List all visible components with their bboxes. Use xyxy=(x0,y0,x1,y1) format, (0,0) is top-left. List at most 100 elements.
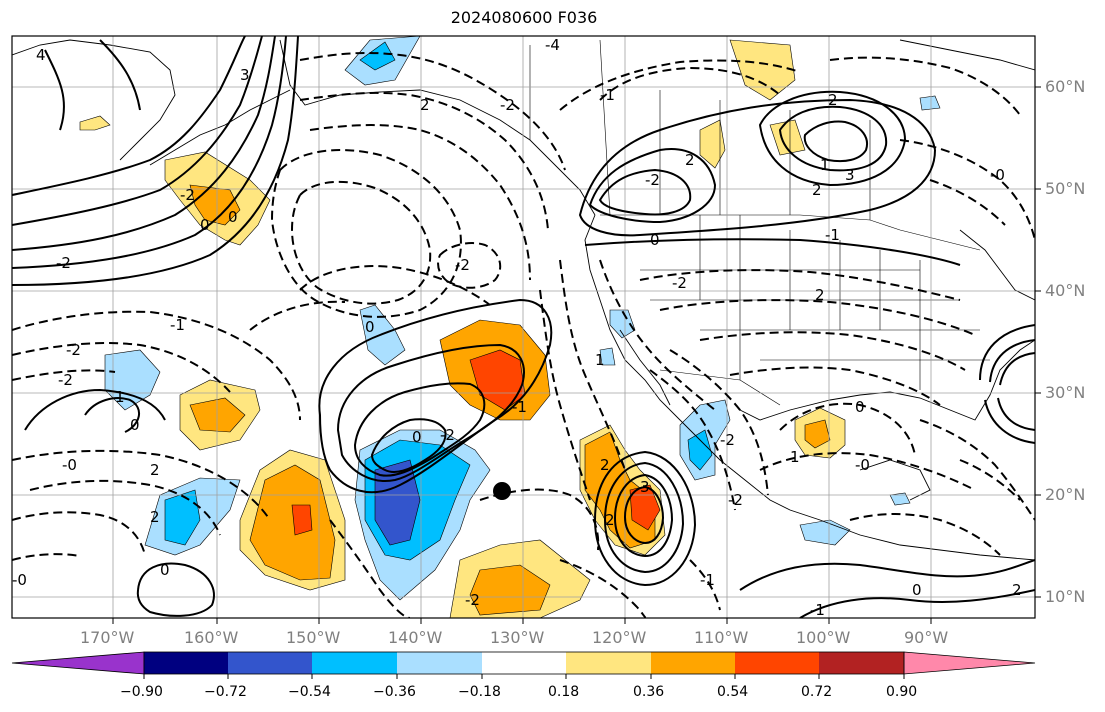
colorbar-tick-label: 0.36 xyxy=(633,684,665,700)
coastlines xyxy=(12,39,1035,561)
contour-solid-canada-ridge-3 xyxy=(598,168,692,216)
contour-solid-subtropic-4 xyxy=(370,418,447,473)
contour-solid-nw-arc xyxy=(44,39,141,131)
contour-label: -2 xyxy=(728,491,743,509)
colorbar-segment xyxy=(566,652,651,674)
contour-solid-east-coast-5 xyxy=(997,397,1035,431)
contour-label: -0 xyxy=(62,456,77,474)
contour-solid-west-mid-2 xyxy=(84,397,140,433)
lat-label-50n: 50°N xyxy=(1045,179,1086,198)
contour-dashed-west-7 xyxy=(12,553,81,561)
coastline-east-us xyxy=(959,229,1035,301)
contour-solid-east-coast-3 xyxy=(999,352,1035,386)
contour-dashed-mid-2 xyxy=(249,300,346,331)
contour-dashed-west-5 xyxy=(29,479,221,536)
lon-label-160w: 160°W xyxy=(184,628,239,647)
contour-solid-subtropic-3 xyxy=(353,382,486,477)
contour-label: 2 xyxy=(815,286,825,304)
contour-solid-hawaii-low xyxy=(136,562,215,617)
contour-label: 2 xyxy=(600,456,610,474)
lat-label-10n: 10°N xyxy=(1045,587,1086,606)
contour-dashed-gulf-2 xyxy=(759,452,976,491)
contour-label: -2 xyxy=(672,274,687,292)
lon-label-130w: 130°W xyxy=(490,628,545,647)
coastline-west-us xyxy=(584,214,1035,561)
shade-positive-south-central-core xyxy=(469,564,551,616)
contour-solid-canada-ridge-2 xyxy=(588,148,717,224)
lat-label-40n: 40°N xyxy=(1045,281,1086,300)
contour-dashed-alaska-2 xyxy=(299,91,549,231)
contour-label: -2 xyxy=(440,426,455,444)
contour-label: -4 xyxy=(545,36,560,54)
lat-label-30n: 30°N xyxy=(1045,383,1086,402)
coastline-aleutians xyxy=(149,89,291,166)
dashed-contours xyxy=(12,51,1035,618)
contour-label: 1 xyxy=(115,388,125,406)
contour-solid-east-pacific-2 xyxy=(603,461,685,574)
contour-solid-east-coast-2 xyxy=(989,339,1035,383)
contour-solid-west-jet-2 xyxy=(12,36,263,226)
contour-dashed-west-6 xyxy=(12,511,146,556)
contour-label: 1 xyxy=(820,156,830,174)
contour-label: -2 xyxy=(500,96,515,114)
contour-label: -1 xyxy=(600,86,615,104)
contour-label: -0 xyxy=(855,456,870,474)
contour-dashed-us-3 xyxy=(699,331,966,371)
contour-label: 0 xyxy=(200,216,210,234)
contour-solid-west-mid xyxy=(24,388,166,431)
contour-dashed-gulf-low-2 xyxy=(290,180,432,305)
shade-positive-hawaii-core xyxy=(249,464,336,581)
shade-negative-baja-south xyxy=(599,347,616,366)
border-us-mexico xyxy=(659,369,781,406)
shade-negative-caribbean-small xyxy=(889,492,911,506)
border-states-a xyxy=(699,215,921,390)
contour-label: 2 xyxy=(812,181,822,199)
contour-solid-canada-high-2 xyxy=(778,105,888,172)
colorbar-tick-label: −0.18 xyxy=(458,684,501,700)
shade-positive-east-pacific-core xyxy=(629,484,661,531)
colorbar-tick-label: −0.90 xyxy=(120,684,163,700)
storm-center-marker xyxy=(493,482,511,500)
contour-label: -1 xyxy=(700,571,715,589)
shade-positive-hawaii-inner xyxy=(291,504,313,536)
contour-label: -2 xyxy=(66,341,81,359)
contour-label: -1 xyxy=(810,601,825,619)
contour-solid-west-jet-4 xyxy=(12,36,287,269)
contour-label: -1 xyxy=(512,398,527,416)
shade-negative-hudson xyxy=(919,95,941,111)
contour-label: 2 xyxy=(828,91,838,109)
contour-label: -2 xyxy=(720,431,735,449)
contour-dashed-caribbean xyxy=(849,513,1001,556)
contour-solid-west-jet-3 xyxy=(12,36,276,251)
contour-solid-east-pacific-4 xyxy=(623,485,665,545)
contour-label: 0 xyxy=(160,561,170,579)
contour-dashed-mexico-1 xyxy=(649,369,736,511)
colorbar-tick-label: −0.72 xyxy=(204,684,247,700)
contour-dashed-coastal-3 xyxy=(599,259,716,411)
contour-label: -0 xyxy=(990,166,1005,184)
colorbar-tick-label: −0.54 xyxy=(288,684,331,700)
contour-label: 0 xyxy=(912,581,922,599)
contour-solid-subtropic-1 xyxy=(318,298,553,494)
contour-dashed-mid-4 xyxy=(479,488,600,551)
contour-label: 1 xyxy=(790,448,800,466)
map-area: 4 3 -4 -2 2 -1 2 -2 1 2 3 2 0 -2 -1 -2 2… xyxy=(12,36,1035,619)
lon-label-100w: 100°W xyxy=(796,628,851,647)
contour-dashed-us-1 xyxy=(639,269,961,301)
contour-solid-east-coast-4 xyxy=(984,399,1035,444)
colorbar-segment xyxy=(482,652,566,674)
map-title: 2024080600 F036 xyxy=(450,8,598,27)
colorbar-segment xyxy=(144,652,228,674)
contour-label: -1 xyxy=(825,226,840,244)
colorbar-tick-label: 0.90 xyxy=(886,684,918,700)
border-provinces xyxy=(599,39,871,220)
lat-label-20n: 20°N xyxy=(1045,485,1086,504)
contour-label: 0 xyxy=(130,416,140,434)
coastline-east-canada xyxy=(899,39,1035,71)
contour-label: 3 xyxy=(640,478,650,496)
contour-dashed-mid-3 xyxy=(329,519,411,618)
shade-positive-canada-north xyxy=(729,39,796,101)
contour-solid-se-2 xyxy=(799,589,1035,618)
contour-dashed-west-4 xyxy=(12,449,271,521)
